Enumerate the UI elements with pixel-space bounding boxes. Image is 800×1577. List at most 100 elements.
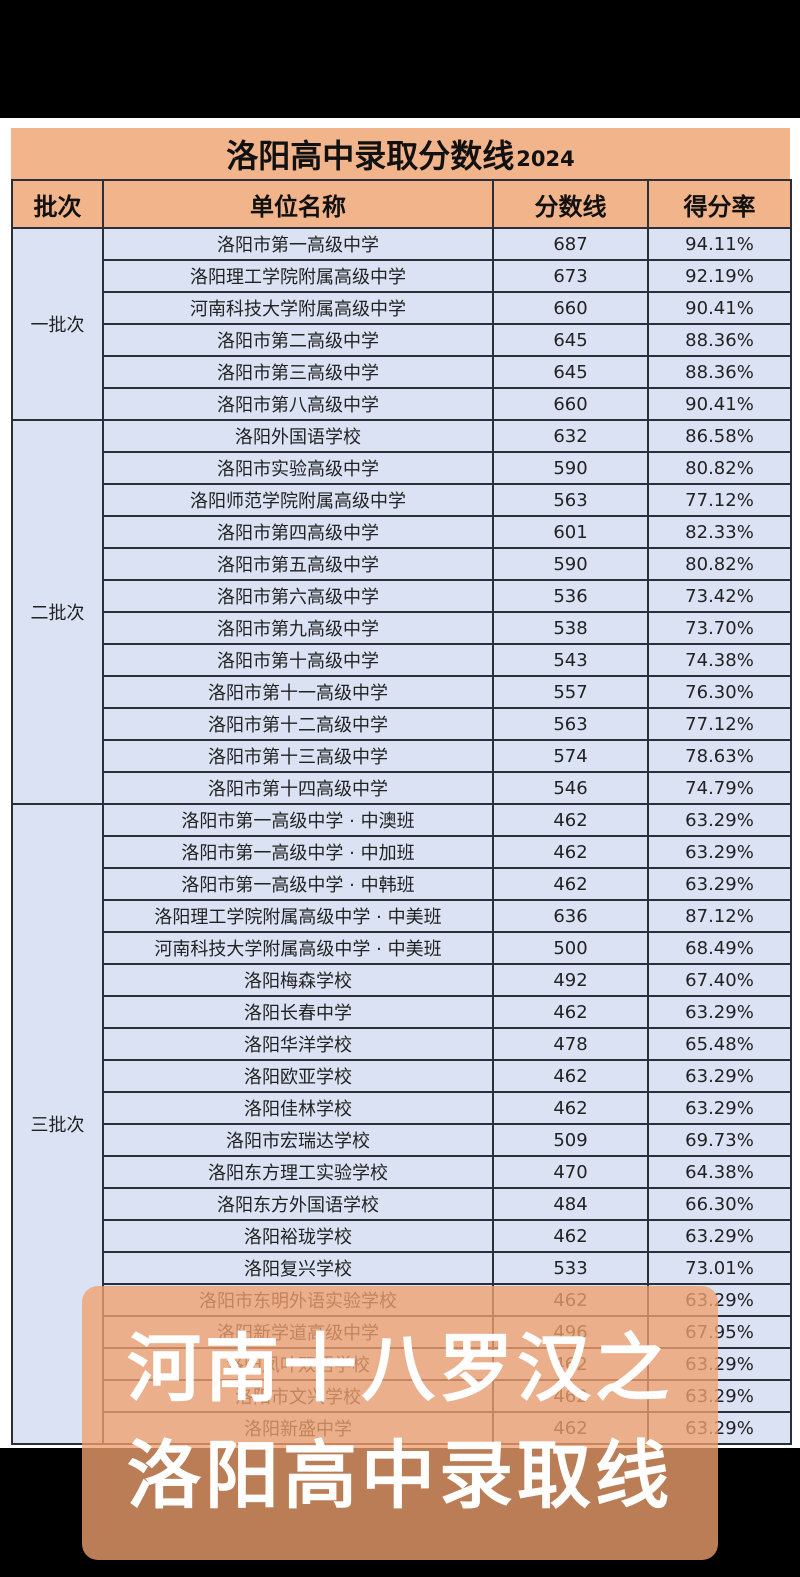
score-rate-cell: 63.29% [647, 803, 792, 837]
table-row: 洛阳市实验高级中学 590 80.82% [12, 451, 792, 485]
school-name-cell: 洛阳市第三高级中学 [102, 355, 494, 389]
score-line-cell: 500 [492, 931, 649, 965]
table-row: 洛阳凤叶双语学校 462 63.29% [12, 1347, 792, 1381]
table-row: 洛阳欧亚学校 462 63.29% [12, 1059, 792, 1093]
table-row: 河南科技大学附属高级中学 · 中美班 500 68.49% [12, 931, 792, 965]
score-line-cell: 533 [492, 1251, 649, 1285]
school-name-cell: 洛阳市第九高级中学 [102, 611, 494, 645]
batch-label: 一批次 [11, 227, 104, 421]
score-rate-cell: 80.82% [647, 451, 792, 485]
score-rate-cell: 63.29% [647, 1059, 792, 1093]
school-name-cell: 洛阳市第十四高级中学 [102, 771, 494, 805]
school-name-cell: 洛阳佳林学校 [102, 1091, 494, 1125]
score-rate-cell: 73.70% [647, 611, 792, 645]
school-name-cell: 河南科技大学附属高级中学 [102, 291, 494, 325]
score-rate-cell: 82.33% [647, 515, 792, 549]
school-name-cell: 洛阳梅森学校 [102, 963, 494, 997]
school-name-cell: 洛阳师范学院附属高级中学 [102, 483, 494, 517]
table-row: 洛阳市第十二高级中学 563 77.12% [12, 707, 792, 741]
title-year: 2024 [516, 147, 575, 171]
title-main: 洛阳高中录取分数线 [226, 136, 515, 175]
score-line-cell: 563 [492, 707, 649, 741]
score-line-cell: 462 [492, 1059, 649, 1093]
table-row: 洛阳梅森学校 492 67.40% [12, 963, 792, 997]
table-row: 洛阳市第四高级中学 601 82.33% [12, 515, 792, 549]
score-line-cell: 462 [492, 995, 649, 1029]
score-sheet: 洛阳高中录取分数线 2024 批次 单位名称 分数线 得分率 一批次 洛阳市第一高… [0, 118, 800, 1560]
score-line-cell: 632 [492, 419, 649, 453]
score-line-cell: 636 [492, 899, 649, 933]
school-name-cell: 洛阳市第六高级中学 [102, 579, 494, 613]
score-line-cell: 462 [492, 1219, 649, 1253]
score-rate-cell: 78.63% [647, 739, 792, 773]
table-row: 洛阳市第九高级中学 538 73.70% [12, 611, 792, 645]
school-name-cell: 洛阳裕珑学校 [102, 1219, 494, 1253]
score-rate-cell: 66.30% [647, 1187, 792, 1221]
score-line-cell: 462 [492, 835, 649, 869]
score-line-cell: 492 [492, 963, 649, 997]
score-line-cell: 478 [492, 1027, 649, 1061]
score-line-cell: 484 [492, 1187, 649, 1221]
table-row: 洛阳理工学院附属高级中学 · 中美班 636 87.12% [12, 899, 792, 933]
score-rate-cell: 73.01% [647, 1251, 792, 1285]
score-rate-cell: 88.36% [647, 323, 792, 357]
score-rate-cell: 63.29% [647, 1379, 792, 1413]
score-rate-cell: 64.38% [647, 1155, 792, 1189]
table-row: 洛阳市宏瑞达学校 509 69.73% [12, 1123, 792, 1157]
score-line-cell: 590 [492, 451, 649, 485]
table-row: 洛阳市第十三高级中学 574 78.63% [12, 739, 792, 773]
school-name-cell: 洛阳市第十高级中学 [102, 643, 494, 677]
score-rate-cell: 63.29% [647, 867, 792, 901]
score-rate-cell: 90.41% [647, 291, 792, 325]
score-line-cell: 645 [492, 355, 649, 389]
score-rate-cell: 80.82% [647, 547, 792, 581]
column-header-batch: 批次 [11, 179, 104, 229]
table-row: 洛阳市第八高级中学 660 90.41% [12, 387, 792, 421]
score-rate-cell: 92.19% [647, 259, 792, 293]
score-rate-cell: 87.12% [647, 899, 792, 933]
table-row: 洛阳市第十高级中学 543 74.38% [12, 643, 792, 677]
score-rate-cell: 63.29% [647, 1219, 792, 1253]
score-line-cell: 660 [492, 291, 649, 325]
school-name-cell: 洛阳市第四高级中学 [102, 515, 494, 549]
table-row: 洛阳新盛中学 462 63.29% [12, 1411, 792, 1445]
school-name-cell: 洛阳市第十二高级中学 [102, 707, 494, 741]
score-line-cell: 574 [492, 739, 649, 773]
table-row: 洛阳市第二高级中学 645 88.36% [12, 323, 792, 357]
table-row: 洛阳市第六高级中学 536 73.42% [12, 579, 792, 613]
score-rate-cell: 63.29% [647, 1347, 792, 1381]
batch-label: 二批次 [11, 419, 104, 805]
score-rate-cell: 73.42% [647, 579, 792, 613]
table-body: 一批次 洛阳市第一高级中学 687 94.11% 洛阳理工学院附属高级中学 673 92.1… [11, 227, 792, 1445]
table-row: 洛阳东方外国语学校 484 66.30% [12, 1187, 792, 1221]
school-name-cell: 洛阳外国语学校 [102, 419, 494, 453]
score-line-cell: 536 [492, 579, 649, 613]
header-row: 批次 单位名称 分数线 得分率 [11, 179, 792, 229]
school-name-cell: 洛阳市文兴学校 [102, 1379, 494, 1413]
school-name-cell: 洛阳市第十三高级中学 [102, 739, 494, 773]
score-line-cell: 563 [492, 483, 649, 517]
table-row: 一批次 洛阳市第一高级中学 687 94.11% [11, 227, 792, 421]
table-row: 洛阳华洋学校 478 65.48% [12, 1027, 792, 1061]
score-rate-cell: 63.29% [647, 1411, 792, 1445]
school-name-cell: 洛阳理工学院附属高级中学 [102, 259, 494, 293]
score-line-cell: 462 [492, 1379, 649, 1413]
score-line-cell: 462 [492, 1091, 649, 1125]
score-line-cell: 645 [492, 323, 649, 357]
school-name-cell: 洛阳市东明外语实验学校 [102, 1283, 494, 1317]
school-name-cell: 洛阳市第二高级中学 [102, 323, 494, 357]
score-rate-cell: 63.29% [647, 835, 792, 869]
school-name-cell: 洛阳欧亚学校 [102, 1059, 494, 1093]
score-rate-cell: 76.30% [647, 675, 792, 709]
score-rate-cell: 77.12% [647, 483, 792, 517]
score-rate-cell: 94.11% [647, 227, 792, 261]
table-row: 洛阳市第十四高级中学 546 74.79% [12, 771, 792, 805]
school-name-cell: 洛阳凤叶双语学校 [102, 1347, 494, 1381]
column-header-score-rate: 得分率 [647, 179, 792, 229]
score-line-cell: 601 [492, 515, 649, 549]
score-line-cell: 462 [492, 867, 649, 901]
table-row: 洛阳佳林学校 462 63.29% [12, 1091, 792, 1125]
score-line-cell: 543 [492, 643, 649, 677]
table-row: 洛阳市第三高级中学 645 88.36% [12, 355, 792, 389]
score-line-cell: 462 [492, 803, 649, 837]
